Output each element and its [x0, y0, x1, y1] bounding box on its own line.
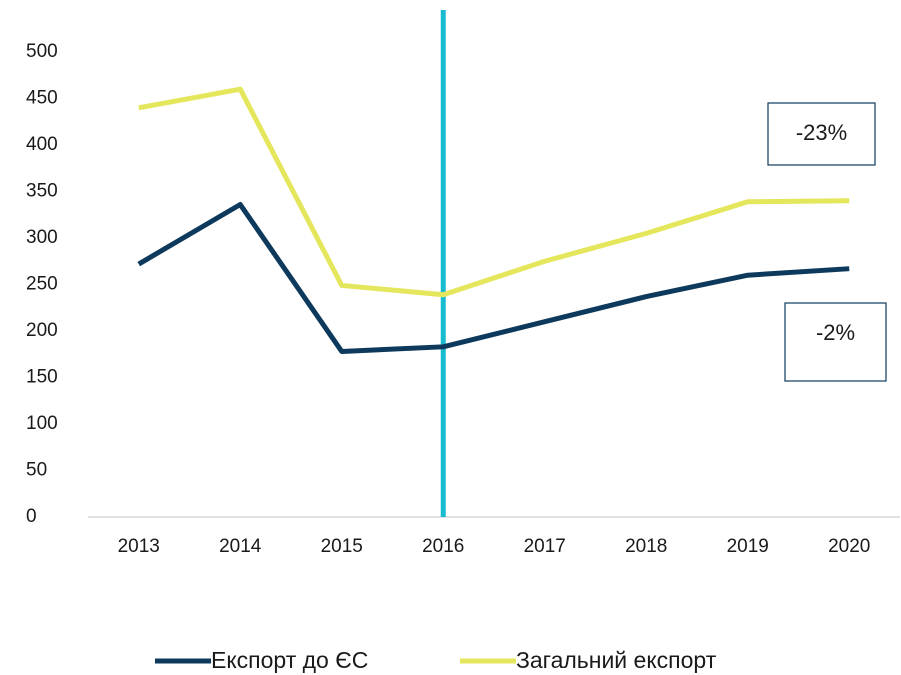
y-tick-label: 400 — [26, 134, 58, 155]
x-tick-label: 2016 — [422, 536, 464, 557]
y-tick-label: 500 — [26, 41, 58, 62]
annotation: -23% — [796, 120, 847, 145]
annotation-box — [767, 102, 876, 166]
annotation: -2% — [816, 320, 855, 345]
y-tick-label: 200 — [26, 320, 58, 341]
x-tick-label: 2015 — [321, 536, 363, 557]
y-tick-label: 150 — [26, 367, 58, 388]
y-tick-label: 0 — [26, 506, 37, 527]
x-tick-label: 2019 — [727, 536, 769, 557]
y-tick-label: 450 — [26, 88, 58, 109]
legend-label: Загальний експорт — [516, 647, 717, 673]
x-tick-label: 2014 — [219, 536, 262, 557]
x-tick-label: 2013 — [118, 536, 160, 557]
legend-label: Експорт до ЄС — [211, 647, 368, 673]
y-tick-label: 50 — [26, 460, 47, 481]
y-tick-label: 300 — [26, 227, 58, 248]
x-tick-label: 2017 — [524, 536, 566, 557]
y-tick-label: 250 — [26, 274, 58, 295]
x-tick-label: 2018 — [625, 536, 667, 557]
annotation-box — [784, 302, 887, 382]
series-line — [137, 202, 850, 354]
x-tick-label: 2020 — [828, 536, 870, 557]
y-tick-label: 100 — [26, 413, 58, 434]
y-tick-label: 350 — [26, 181, 58, 202]
series-line — [138, 86, 850, 298]
